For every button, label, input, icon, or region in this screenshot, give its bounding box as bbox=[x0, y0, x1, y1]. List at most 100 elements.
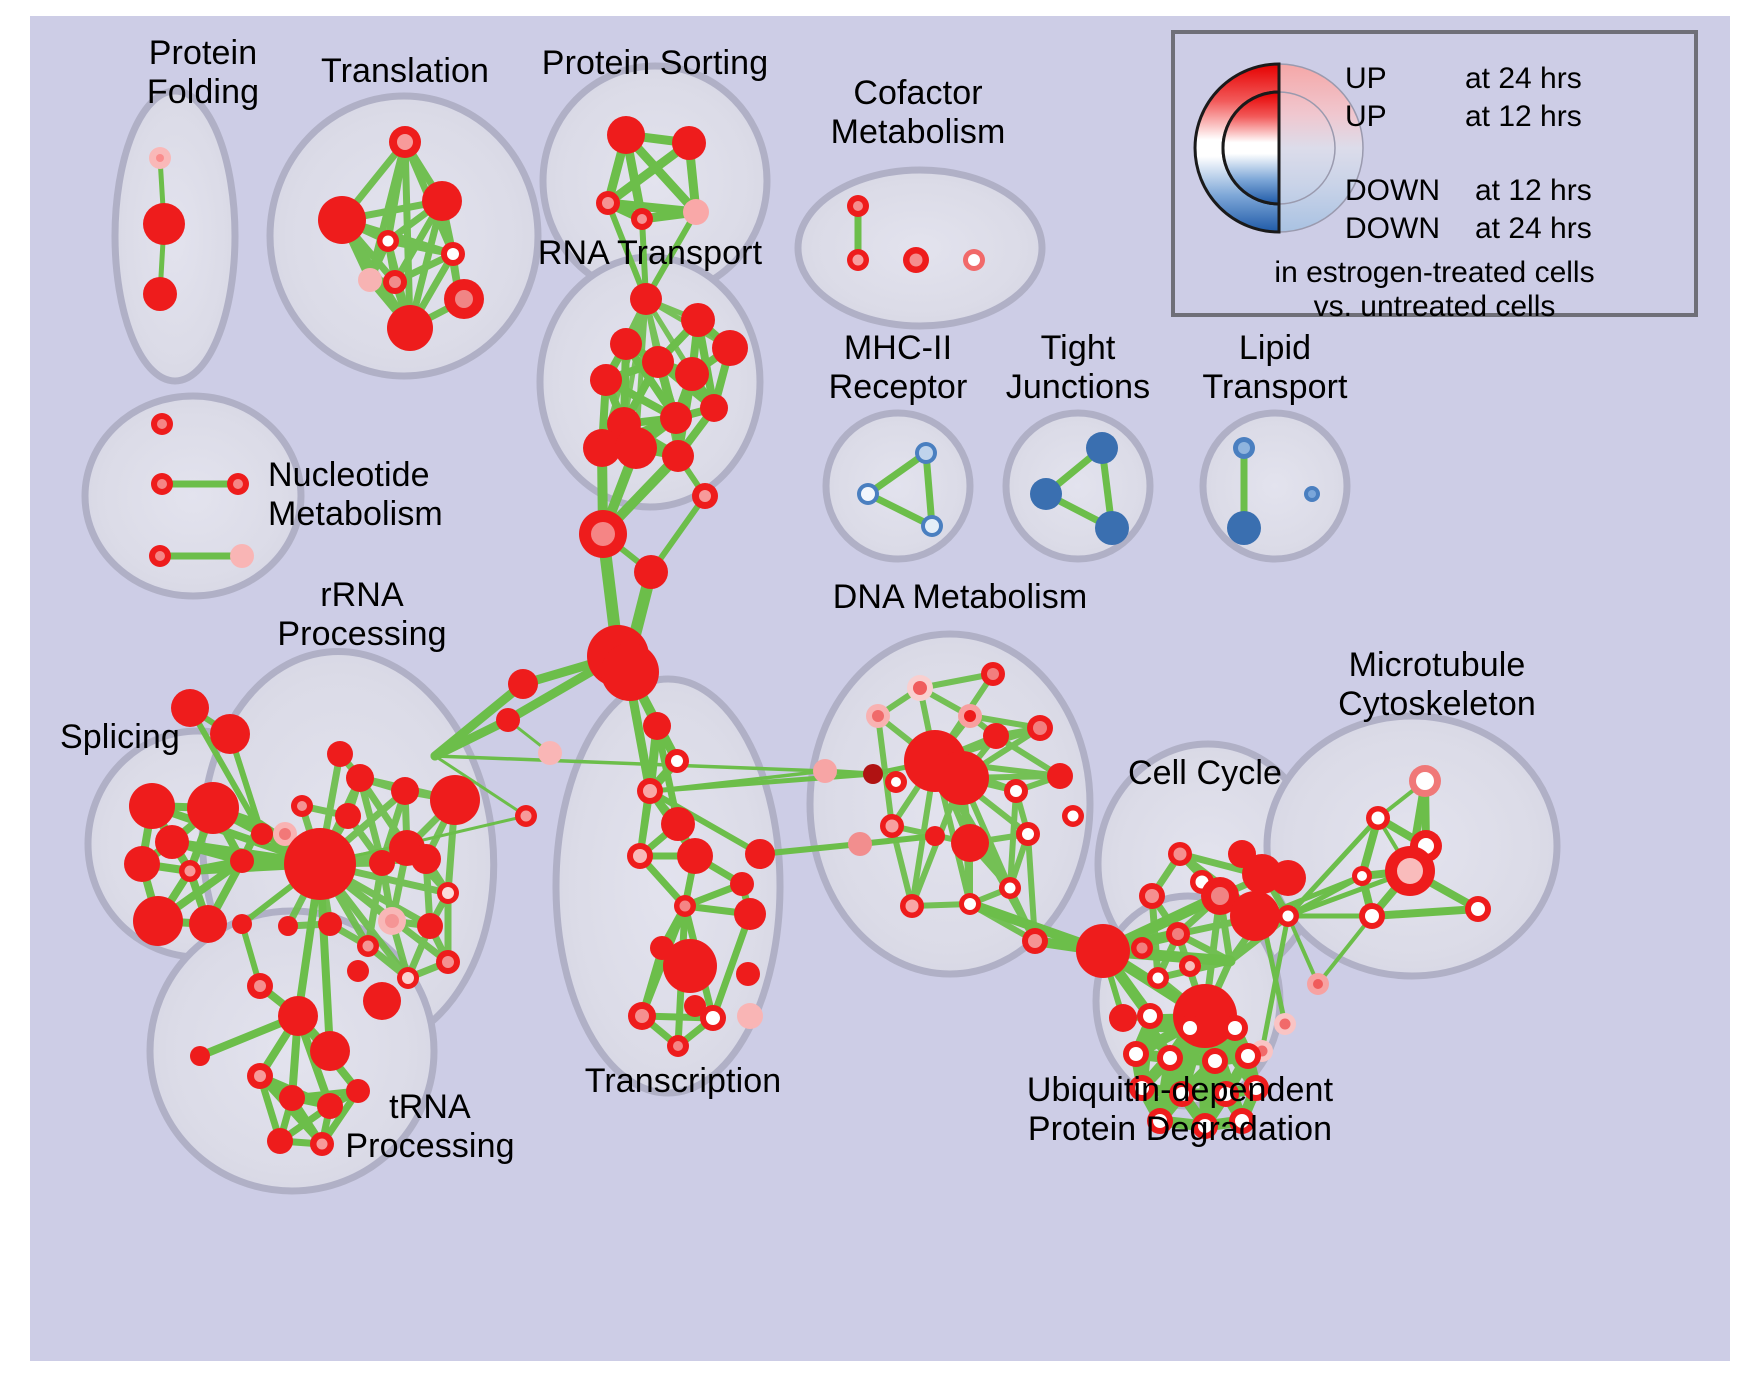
node bbox=[848, 832, 872, 856]
node bbox=[921, 515, 943, 537]
node bbox=[700, 394, 728, 422]
node bbox=[149, 147, 171, 169]
node bbox=[1409, 765, 1441, 797]
node bbox=[1016, 822, 1040, 846]
node bbox=[187, 782, 239, 834]
node bbox=[847, 195, 869, 217]
node bbox=[615, 427, 657, 469]
node bbox=[444, 279, 484, 319]
node bbox=[279, 1085, 305, 1111]
node bbox=[643, 712, 671, 740]
node bbox=[383, 270, 407, 294]
node bbox=[1095, 511, 1129, 545]
legend-time-up-12: at 12 hrs bbox=[1465, 100, 1582, 133]
node bbox=[627, 843, 653, 869]
cluster-label-splicing: Splicing bbox=[60, 718, 180, 756]
node bbox=[508, 669, 538, 699]
node bbox=[1147, 967, 1169, 989]
node bbox=[357, 935, 379, 957]
node bbox=[318, 196, 366, 244]
legend-state-down-12: DOWN bbox=[1345, 174, 1440, 207]
node bbox=[880, 814, 904, 838]
node bbox=[151, 473, 173, 495]
node bbox=[1243, 1075, 1269, 1101]
node bbox=[925, 826, 945, 846]
node bbox=[1022, 928, 1048, 954]
node bbox=[1123, 1041, 1149, 1067]
legend-time-down-12: at 12 hrs bbox=[1475, 174, 1592, 207]
node bbox=[903, 247, 929, 273]
node bbox=[190, 1046, 210, 1066]
cluster-label-protein-sorting: Protein Sorting bbox=[541, 44, 769, 82]
node bbox=[179, 860, 201, 882]
node bbox=[210, 714, 250, 754]
legend-caption-line2: vs. untreated cells bbox=[1313, 290, 1556, 323]
node bbox=[232, 914, 252, 934]
node bbox=[1227, 511, 1261, 545]
node bbox=[347, 960, 369, 982]
node bbox=[1235, 1043, 1261, 1069]
node bbox=[327, 741, 353, 767]
node bbox=[189, 905, 227, 943]
node bbox=[1385, 846, 1435, 896]
cluster-label-dna-metabolism: DNA Metabolism bbox=[832, 578, 1088, 616]
node bbox=[628, 1002, 656, 1030]
node bbox=[958, 704, 982, 728]
node bbox=[430, 775, 480, 825]
cluster-label-trna-processing: tRNA Processing bbox=[345, 1088, 515, 1165]
node bbox=[1213, 1081, 1239, 1107]
cluster-label-ubiquitin-degradation: Ubiquitin-dependent Protein Degradation bbox=[1026, 1071, 1334, 1148]
node bbox=[227, 473, 249, 495]
node bbox=[963, 249, 985, 271]
node bbox=[247, 1063, 273, 1089]
node bbox=[1169, 1081, 1195, 1107]
node bbox=[745, 839, 775, 869]
cluster-label-mhc-ii-receptor: MHC-II Receptor bbox=[828, 329, 968, 406]
node bbox=[1179, 955, 1201, 977]
node bbox=[907, 675, 933, 701]
node bbox=[662, 440, 694, 472]
node bbox=[1027, 715, 1053, 741]
node bbox=[149, 545, 171, 567]
network-graph bbox=[81, 62, 1561, 1195]
node bbox=[346, 1079, 370, 1103]
cluster-label-translation: Translation bbox=[320, 52, 490, 90]
cluster-label-cell-cycle: Cell Cycle bbox=[1127, 754, 1283, 792]
cluster-label-rna-transport: RNA Transport bbox=[537, 234, 763, 272]
node bbox=[363, 982, 401, 1020]
node bbox=[660, 402, 692, 434]
node bbox=[683, 199, 709, 225]
node bbox=[151, 413, 173, 435]
legend-state-down-24: DOWN bbox=[1345, 212, 1440, 245]
node bbox=[1139, 883, 1165, 909]
cluster-label-cofactor-metabolism: Cofactor Metabolism bbox=[830, 74, 1006, 151]
node bbox=[411, 844, 441, 874]
node bbox=[737, 1003, 763, 1029]
node bbox=[230, 544, 254, 568]
node bbox=[317, 1093, 343, 1119]
node bbox=[318, 912, 342, 936]
node bbox=[665, 749, 689, 773]
node bbox=[378, 907, 406, 935]
node bbox=[672, 126, 706, 160]
node bbox=[391, 777, 419, 805]
node bbox=[437, 882, 459, 904]
node bbox=[1109, 1004, 1137, 1032]
node bbox=[1157, 1045, 1183, 1071]
node bbox=[951, 824, 989, 862]
node bbox=[1352, 866, 1372, 886]
node bbox=[346, 764, 374, 792]
node bbox=[1366, 806, 1390, 830]
cluster-label-nucleotide-metabolism: Nucleotide Metabolism bbox=[268, 456, 443, 533]
node bbox=[684, 995, 706, 1017]
cluster-label-protein-folding: Protein Folding bbox=[146, 34, 260, 111]
node bbox=[278, 916, 298, 936]
node bbox=[1304, 486, 1320, 502]
network-canvas: Protein Folding Translation Protein Sort… bbox=[30, 16, 1730, 1361]
node bbox=[377, 230, 399, 252]
node bbox=[291, 795, 313, 817]
node bbox=[857, 483, 879, 505]
cluster-label-tight-junctions: Tight Junctions bbox=[1005, 329, 1151, 406]
node bbox=[247, 973, 273, 999]
node bbox=[417, 913, 443, 939]
